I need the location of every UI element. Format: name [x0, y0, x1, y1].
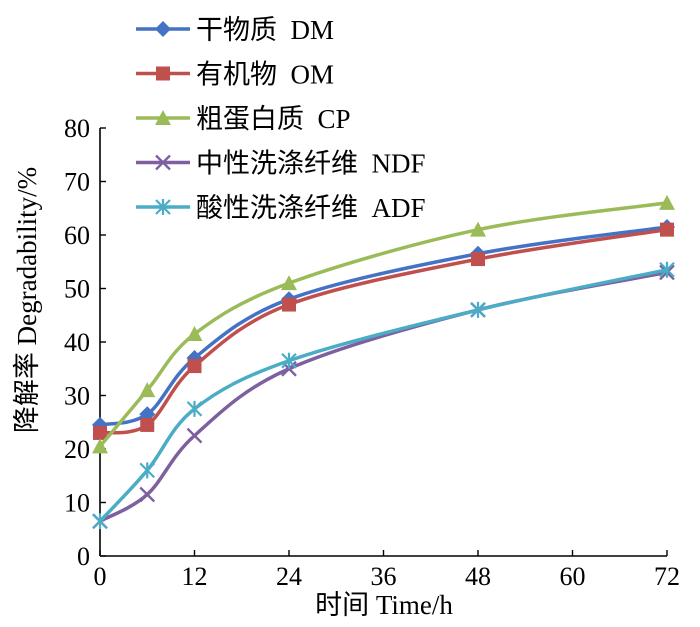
y-tick-label: 30 [64, 382, 90, 411]
x-tick-label: 0 [94, 562, 107, 591]
y-tick-label: 10 [64, 489, 90, 518]
data-point [281, 275, 297, 291]
y-tick-label: 50 [64, 275, 90, 304]
legend-item: 有机物 OM [136, 60, 334, 90]
data-point [93, 425, 107, 440]
y-tick-label: 60 [64, 221, 90, 250]
x-axis-title: 时间 Time/h [315, 590, 453, 620]
series-line [98, 227, 669, 435]
data-point [139, 486, 156, 503]
x-tick-label: 72 [654, 562, 680, 591]
data-point [659, 261, 675, 278]
data-point [187, 359, 202, 374]
series-layer [92, 194, 675, 530]
data-point [471, 252, 485, 267]
x-tick-label: 48 [465, 562, 491, 591]
data-point [186, 427, 203, 444]
x-tick-label: 12 [182, 562, 208, 591]
data-point [139, 382, 156, 398]
x-tick-label: 60 [560, 562, 586, 591]
legend-label: 酸性洗涤纤维 ADF [196, 193, 426, 223]
data-point [470, 221, 486, 237]
legend-item: 干物质 DM [136, 15, 334, 45]
legend-marker [156, 66, 170, 81]
x-tick-label: 24 [276, 562, 302, 591]
data-point [659, 194, 675, 210]
data-point [470, 301, 486, 318]
y-tick-label: 0 [77, 542, 90, 571]
y-tick-label: 20 [64, 435, 90, 464]
x-tick-label: 36 [371, 562, 397, 591]
series-triangle [92, 194, 675, 454]
data-point [660, 222, 674, 237]
data-point [186, 325, 203, 341]
series-line [98, 225, 669, 427]
y-tick-label: 40 [64, 328, 90, 357]
legend-label: 粗蛋白质 CP [196, 104, 351, 134]
data-point [281, 352, 297, 369]
legend-label: 有机物 OM [196, 60, 334, 90]
data-point [140, 417, 155, 432]
series-x [92, 264, 675, 530]
legend: 干物质 DM 有机物 OM 粗蛋白质 CP 中性洗涤纤维 NDF 酸性洗涤纤维 ADF [136, 15, 426, 223]
y-tick-label: 80 [64, 114, 90, 143]
series-diamond [92, 218, 675, 433]
y-tick-label: 70 [64, 168, 90, 197]
legend-marker [155, 199, 171, 215]
legend-item: 粗蛋白质 CP [136, 104, 351, 134]
legend-marker [155, 154, 171, 171]
data-point [92, 513, 108, 530]
data-point [282, 297, 296, 312]
axes: 0 10 20 30 40 50 60 70 80 0 12 24 36 48 60 72 [64, 114, 680, 591]
legend-label: 中性洗涤纤维 NDF [196, 149, 426, 179]
series-line [98, 270, 669, 523]
y-axis-title: 降解率 Degradability/% [12, 167, 42, 433]
legend-item: 中性洗涤纤维 NDF [136, 149, 426, 179]
data-point [139, 462, 156, 479]
series-asterisk [92, 261, 675, 530]
series-line [98, 268, 669, 523]
legend-marker [155, 21, 171, 37]
data-point [186, 400, 203, 417]
legend-item: 酸性洗涤纤维 ADF [136, 193, 426, 223]
legend-label: 干物质 DM [196, 15, 334, 45]
data-point [92, 438, 108, 454]
legend-marker [155, 110, 171, 125]
y-axis-title-group: 降解率 Degradability/% [12, 167, 42, 433]
series-square [93, 222, 674, 440]
